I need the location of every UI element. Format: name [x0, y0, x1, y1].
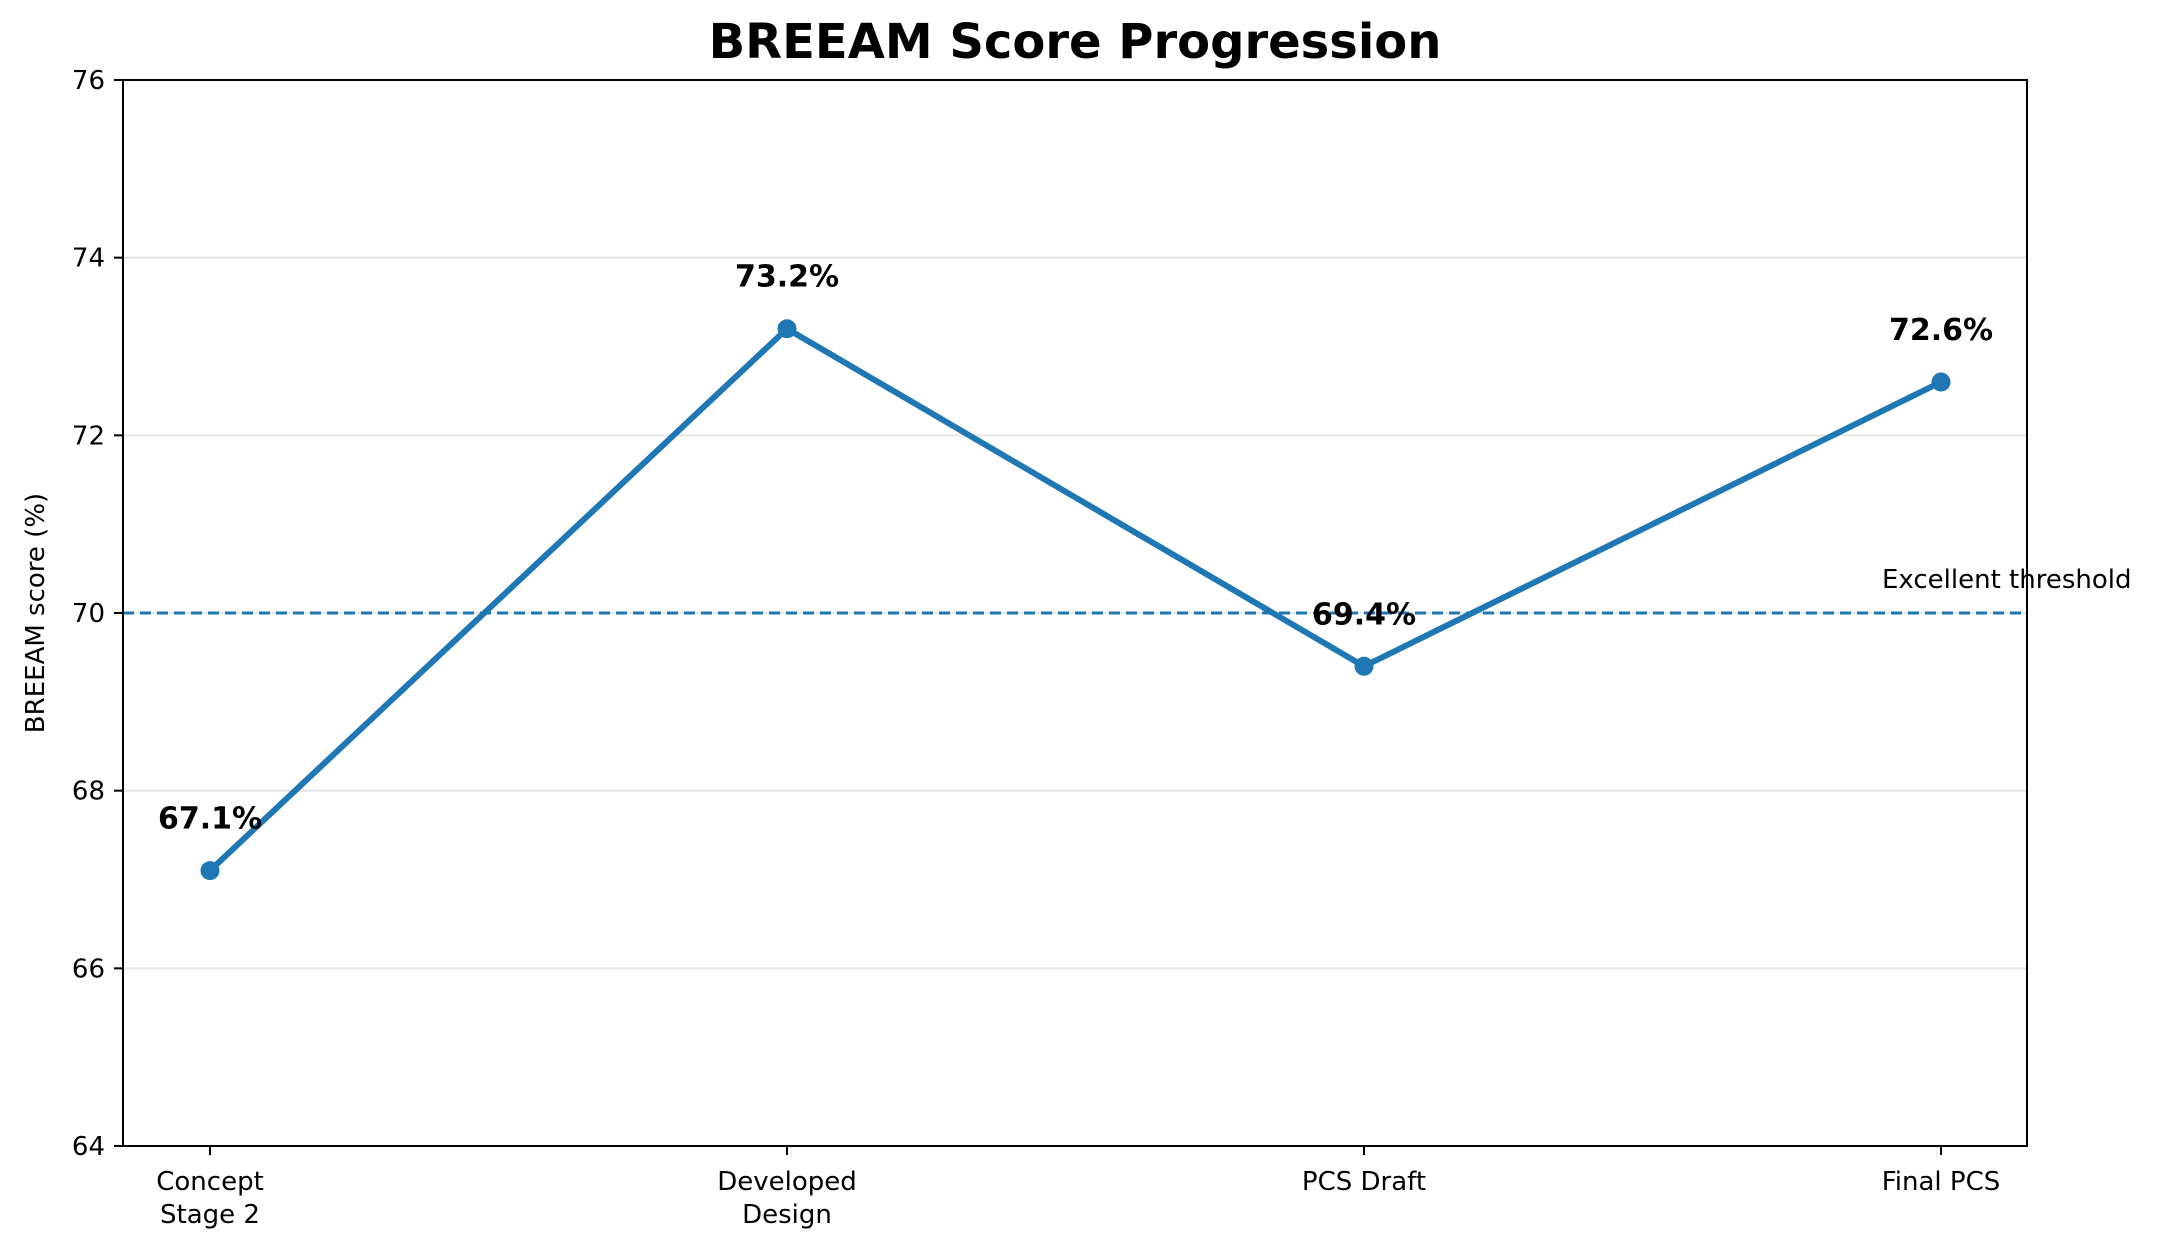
data-point — [1931, 372, 1951, 392]
reference-line-group: Excellent threshold — [123, 565, 2131, 615]
series-group — [200, 319, 1951, 881]
x-tick-label-line: Developed — [717, 1167, 857, 1197]
data-label: 69.4% — [1312, 597, 1416, 632]
series-line — [207, 325, 1944, 874]
data-label: 67.1% — [158, 802, 262, 837]
x-tick-label-line: Final PCS — [1882, 1167, 2001, 1197]
data-point — [1354, 656, 1374, 676]
x-tick-label: Concept Stage 2 — [156, 1167, 264, 1230]
y-tick-label: 68 — [72, 777, 105, 807]
x-tick-label-line: Concept — [156, 1167, 264, 1197]
x-tick-label: PCS Draft — [1302, 1167, 1426, 1197]
y-tick-label: 66 — [72, 954, 105, 984]
x-tick-label-line: Design — [742, 1200, 832, 1230]
data-labels: 67.1% 73.2% 69.4% 72.6% — [158, 260, 1993, 837]
x-tick-label-line: Stage 2 — [160, 1200, 260, 1230]
y-tick-label: 74 — [72, 244, 105, 274]
x-tick-label: Developed Design — [717, 1167, 857, 1230]
y-axis-ticks: 64 66 68 70 72 74 76 — [72, 66, 123, 1162]
x-axis-ticks: Concept Stage 2 Developed Design PCS Draft Fi… — [156, 1146, 2000, 1230]
data-label: 72.6% — [1889, 313, 1993, 348]
chart-title: BREEAM Score Progression — [709, 14, 1442, 70]
data-label: 73.2% — [735, 260, 839, 295]
y-tick-label: 70 — [72, 599, 105, 629]
x-tick-label-line: PCS Draft — [1302, 1167, 1426, 1197]
data-point — [777, 319, 797, 339]
y-tick-label: 64 — [72, 1132, 105, 1162]
x-tick-label: Final PCS — [1882, 1167, 2001, 1197]
y-tick-label: 72 — [72, 421, 105, 451]
y-tick-label: 76 — [72, 66, 105, 96]
y-axis-label: BREEAM score (%) — [21, 493, 51, 733]
reference-line-label: Excellent threshold — [1882, 565, 2131, 595]
data-point — [200, 861, 220, 881]
